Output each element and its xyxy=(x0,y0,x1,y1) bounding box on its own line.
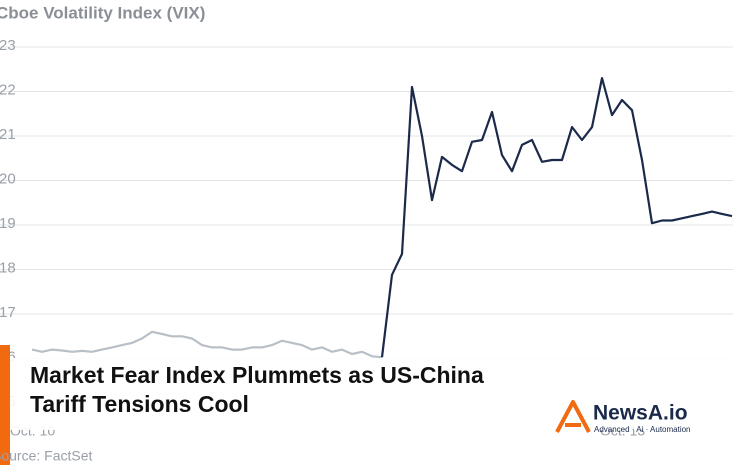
y-tick-label: 23 xyxy=(0,37,16,54)
y-tick-label: 22 xyxy=(0,81,16,98)
y-tick-label: 18 xyxy=(0,259,16,276)
y-tick-label: 20 xyxy=(0,170,16,187)
accent-bar xyxy=(0,345,10,465)
y-tick-label: 21 xyxy=(0,126,16,143)
chart-title: Cboe Volatility Index (VIX) xyxy=(0,3,205,22)
headline: Market Fear Index Plummets as US-China Ta… xyxy=(30,362,484,417)
series-line xyxy=(31,330,383,359)
logo: NewsA.io Advanced · Ai · Automation xyxy=(555,400,691,434)
series-line xyxy=(380,77,733,358)
source: Source: FactSet xyxy=(0,448,92,464)
y-tick-label: 17 xyxy=(0,304,16,321)
y-tick-label: 19 xyxy=(0,215,16,232)
logo-tagline: Advanced · Ai · Automation xyxy=(594,425,691,434)
headline-backdrop xyxy=(10,358,733,430)
logo-icon xyxy=(555,400,591,433)
logo-name: NewsA.io xyxy=(593,402,688,425)
